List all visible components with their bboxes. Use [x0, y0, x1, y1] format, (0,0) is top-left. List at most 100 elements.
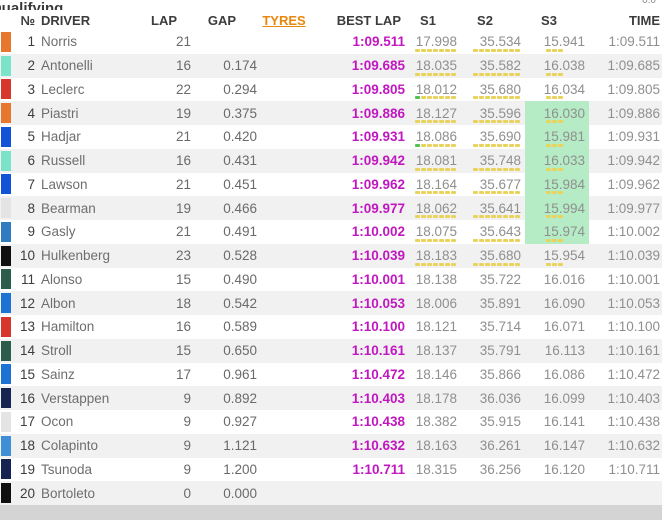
mini-sector-indicators — [473, 96, 520, 100]
driver-name: Stroll — [41, 343, 72, 359]
best-lap-time: 1:09.805 — [351, 81, 405, 97]
gap-value: 0.961 — [223, 366, 257, 382]
sector2-time: 36.036 — [479, 390, 521, 406]
gap-value: 0.466 — [223, 200, 257, 216]
sector3-time: 16.030 — [525, 101, 589, 125]
driver-name: Hamilton — [41, 319, 95, 335]
sector1-time: 18.127 — [411, 101, 461, 125]
tyres-header-link[interactable]: TYRES — [262, 12, 306, 28]
sector1-time: 18.163 — [415, 438, 457, 454]
sector3-time: 16.034 — [525, 78, 589, 102]
driver-name: Hadjar — [41, 129, 81, 145]
lap-time: 1:09.942 — [607, 153, 660, 169]
gap-value: 0.491 — [223, 224, 257, 240]
gap-value: 1.200 — [223, 461, 257, 477]
best-lap-time: 1:10.053 — [351, 295, 405, 311]
table-row[interactable]: 9 Gasly 21 0.491 1:10.002 18.075 35.643 … — [0, 220, 662, 244]
best-lap-header: BEST LAP — [336, 12, 401, 28]
table-row[interactable]: 17 Ocon 9 0.927 1:10.438 18.382 35.915 1… — [0, 410, 662, 434]
table-row[interactable]: 11 Alonso 15 0.490 1:10.001 18.138 35.72… — [0, 267, 662, 292]
position-number: 14 — [19, 343, 35, 359]
position-number: 4 — [27, 105, 35, 121]
table-row[interactable]: 15 Sainz 17 0.961 1:10.472 18.146 35.866… — [0, 362, 662, 387]
lap-count: 9 — [183, 461, 191, 477]
sector3-time: 15.994 — [525, 196, 589, 220]
top-strip: Qualifying 0:0 — [0, 0, 662, 10]
table-row[interactable]: 4 Piastri 19 0.375 1:09.886 18.127 35.59… — [0, 101, 662, 125]
table-row[interactable]: 10 Hulkenberg 23 0.528 1:10.039 18.183 3… — [0, 243, 662, 268]
mini-sector-indicators — [415, 262, 456, 266]
lap-count: 19 — [175, 105, 191, 121]
position-number: 3 — [27, 81, 35, 97]
driver-name: Verstappen — [41, 390, 110, 406]
mini-sector-indicators — [473, 262, 520, 266]
sector3-time: 15.984 — [525, 172, 589, 197]
table-row[interactable]: 7 Lawson 21 0.451 1:09.962 18.164 35.677… — [0, 172, 662, 197]
team-color-bar — [1, 316, 11, 337]
table-row[interactable]: 13 Hamilton 16 0.589 1:10.100 18.121 35.… — [0, 315, 662, 339]
lap-time: 1:10.002 — [607, 224, 660, 240]
lap-count: 0 — [183, 485, 191, 501]
team-color-bar — [1, 103, 11, 124]
position-number: 18 — [19, 438, 35, 454]
table-row[interactable]: 2 Antonelli 16 0.174 1:09.685 18.035 35.… — [0, 53, 662, 78]
position-number: 12 — [19, 295, 35, 311]
team-color-bar — [1, 340, 11, 361]
gap-value: 0.892 — [223, 390, 257, 406]
table-row[interactable]: 19 Tsunoda 9 1.200 1:10.711 18.315 36.25… — [0, 457, 662, 482]
sector2-time: 36.261 — [479, 438, 521, 454]
session-clock-partial: 0:0 — [642, 0, 656, 6]
gap-value: 0.420 — [223, 129, 257, 145]
sector3-time: 16.113 — [544, 343, 585, 359]
team-color-bar — [1, 269, 11, 290]
table-row[interactable]: 16 Verstappen 9 0.892 1:10.403 18.178 36… — [0, 386, 662, 410]
team-color-bar — [1, 174, 11, 195]
position-number: 9 — [27, 224, 35, 240]
sector2-time: 35.534 — [461, 30, 525, 54]
lap-time: 1:10.039 — [607, 248, 660, 264]
sector1-time: 18.012 — [411, 78, 461, 102]
best-lap-time: 1:09.977 — [351, 200, 405, 216]
team-color-bar — [1, 31, 11, 52]
lap-time: 1:09.511 — [608, 34, 660, 50]
mini-sector-indicators — [473, 72, 520, 76]
driver-name: Alonso — [41, 271, 83, 287]
lap-time: 1:10.161 — [607, 343, 660, 359]
sector2-time: 35.643 — [461, 220, 525, 244]
sector1-time: 18.081 — [411, 149, 461, 173]
table-row[interactable]: 1 Norris 21 1:09.511 17.998 35.534 15.94… — [0, 30, 662, 54]
table-row[interactable]: 8 Bearman 19 0.466 1:09.977 18.062 35.64… — [0, 196, 662, 220]
best-lap-time: 1:10.632 — [351, 438, 405, 454]
lap-count: 16 — [175, 58, 191, 74]
table-row[interactable]: 14 Stroll 15 0.650 1:10.161 18.137 35.79… — [0, 338, 662, 363]
table-row[interactable]: 12 Albon 18 0.542 1:10.053 18.006 35.891… — [0, 291, 662, 315]
team-color-bar — [1, 411, 11, 432]
position-number: 10 — [19, 248, 35, 264]
sector1-time: 18.035 — [411, 54, 461, 78]
mini-sector-indicators — [415, 48, 456, 52]
sector2-time: 35.582 — [461, 54, 525, 78]
table-row[interactable]: 3 Leclerc 22 0.294 1:09.805 18.012 35.68… — [0, 77, 662, 102]
table-row[interactable]: 18 Colapinto 9 1.121 1:10.632 18.163 36.… — [0, 433, 662, 458]
sector1-time: 18.137 — [415, 343, 457, 359]
team-color-bar — [1, 221, 11, 242]
mini-sector-indicators — [415, 215, 456, 218]
sector3-time: 16.033 — [525, 148, 589, 173]
lap-time: 1:09.886 — [607, 105, 660, 121]
team-color-bar — [1, 245, 11, 266]
best-lap-time: 1:10.403 — [351, 390, 405, 406]
table-row[interactable]: 6 Russell 16 0.431 1:09.942 18.081 35.74… — [0, 148, 662, 173]
table-row[interactable]: 20 Bortoleto 0 0.000 — [0, 481, 662, 505]
mini-sector-indicators — [546, 167, 563, 171]
table-row[interactable]: 5 Hadjar 21 0.420 1:09.931 18.086 35.690… — [0, 125, 662, 149]
best-lap-time: 1:10.472 — [351, 366, 405, 382]
mini-sector-indicators — [473, 48, 520, 52]
sector1-time: 17.998 — [411, 30, 461, 54]
sector2-header: S2 — [477, 12, 493, 28]
lap-time: 1:10.632 — [607, 438, 660, 454]
team-color-bar — [1, 435, 11, 456]
mini-sector-indicators — [473, 143, 520, 147]
sector2-time: 36.256 — [479, 461, 521, 477]
driver-name: Antonelli — [41, 58, 93, 74]
header-bar-spacer — [1, 10, 11, 30]
